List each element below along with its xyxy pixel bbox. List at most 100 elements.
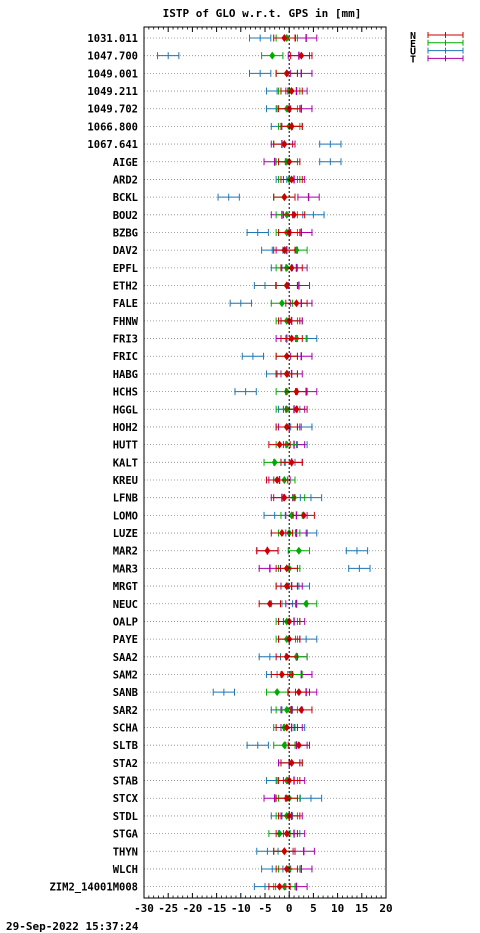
station-label: STDL xyxy=(113,811,138,823)
x-tick-label: 5 xyxy=(310,902,317,915)
point-n xyxy=(273,493,296,502)
station-label: NEUC xyxy=(113,599,138,611)
marker xyxy=(293,387,300,396)
point-n xyxy=(275,582,298,591)
marker xyxy=(295,741,302,750)
marker xyxy=(288,458,295,467)
point-n xyxy=(275,829,298,838)
point-n xyxy=(275,723,298,732)
point-n xyxy=(292,511,315,520)
point-e xyxy=(261,51,284,60)
marker xyxy=(283,564,290,573)
station-label: MRGT xyxy=(113,581,138,593)
station-label: THYN xyxy=(113,846,138,858)
marker xyxy=(286,157,293,166)
x-tick-label: 20 xyxy=(379,902,392,915)
marker xyxy=(276,882,283,891)
marker xyxy=(288,758,295,767)
station-label: 1047.700 xyxy=(87,51,138,63)
marker xyxy=(288,263,295,272)
marker xyxy=(288,87,295,96)
station-label: HUTT xyxy=(113,440,138,452)
marker xyxy=(293,405,300,414)
x-tick-label: 0 xyxy=(286,902,293,915)
point-n xyxy=(275,422,298,431)
station-label: 1049.211 xyxy=(87,86,138,98)
station-label: BCKL xyxy=(113,192,138,204)
point-n xyxy=(275,652,298,661)
station-label: ETH2 xyxy=(113,281,138,293)
x-tick-label: -30 xyxy=(134,902,154,915)
station-label: SAA2 xyxy=(113,652,138,664)
marker xyxy=(281,246,288,255)
marker xyxy=(295,688,302,697)
marker xyxy=(271,458,278,467)
marker xyxy=(276,440,283,449)
station-label: STAB xyxy=(113,776,138,788)
point-n xyxy=(275,352,298,361)
marker xyxy=(283,794,290,803)
station-label: LOMO xyxy=(113,510,138,522)
point-n xyxy=(280,263,303,272)
marker xyxy=(281,193,288,202)
legend-label: N xyxy=(410,31,416,42)
point-u xyxy=(249,34,272,42)
point-n xyxy=(280,758,303,767)
point-u xyxy=(212,688,236,696)
point-n xyxy=(278,617,301,626)
marker xyxy=(283,705,290,714)
station-label: MAR2 xyxy=(113,546,138,558)
marker xyxy=(288,175,295,184)
legend-swatch xyxy=(427,47,464,54)
station-label: SANB xyxy=(113,687,138,699)
marker xyxy=(269,51,276,60)
legend-swatch xyxy=(427,39,464,46)
x-axis: -30 -25 -20 -15 -10 -5 0 5 10 15 20 xyxy=(134,27,393,915)
legend-swatch xyxy=(427,55,464,62)
station-label: EPFL xyxy=(113,263,138,275)
marker xyxy=(298,705,305,714)
station-label: STA2 xyxy=(113,758,138,770)
marker xyxy=(283,652,290,661)
point-n xyxy=(280,334,303,343)
marker xyxy=(283,422,290,431)
data-marks xyxy=(157,34,371,891)
point-n xyxy=(290,705,313,714)
marker xyxy=(283,582,290,591)
x-tick-label: -20 xyxy=(182,902,202,915)
point-n xyxy=(273,193,296,202)
station-label: 1049.001 xyxy=(87,68,138,80)
marker xyxy=(274,688,281,697)
x-tick-label: 10 xyxy=(331,902,344,915)
point-u xyxy=(157,52,180,60)
point-e xyxy=(294,599,318,608)
point-t xyxy=(297,193,320,202)
station-label: ARD2 xyxy=(113,174,138,186)
station-label: LUZE xyxy=(113,528,138,540)
point-u xyxy=(217,193,240,201)
station-label: FRIC xyxy=(113,351,138,363)
point-e xyxy=(265,688,289,697)
point-u xyxy=(345,547,369,555)
station-labels: 1031.011 1047.700 1049.001 1049.211 1049.702… xyxy=(49,33,138,894)
marker xyxy=(291,210,298,219)
station-label: BZBG xyxy=(113,227,138,239)
legend-label: T xyxy=(410,54,416,65)
station-label: SAR2 xyxy=(113,705,138,717)
x-tick-label: -15 xyxy=(207,902,227,915)
x-tick-label: 15 xyxy=(355,902,368,915)
station-label: STCX xyxy=(113,793,139,805)
station-label: HGGL xyxy=(113,404,138,416)
marker xyxy=(283,829,290,838)
point-u xyxy=(234,388,257,396)
marker xyxy=(281,34,288,42)
marker xyxy=(278,299,285,308)
chart-title: ISTP of GLO w.r.t. GPS in [mm] xyxy=(163,7,362,20)
point-u xyxy=(229,299,252,307)
point-n xyxy=(273,34,296,42)
marker xyxy=(283,369,290,378)
marker xyxy=(303,599,310,608)
marker xyxy=(281,741,288,750)
marker xyxy=(300,511,307,520)
